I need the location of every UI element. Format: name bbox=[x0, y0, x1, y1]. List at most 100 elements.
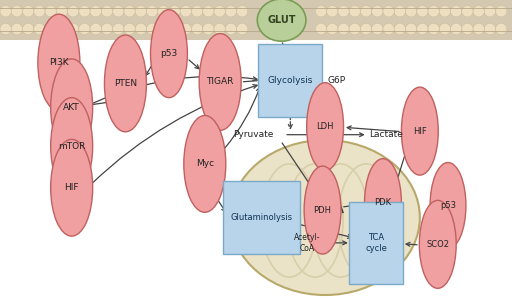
Ellipse shape bbox=[191, 6, 203, 17]
Ellipse shape bbox=[169, 23, 180, 35]
Ellipse shape bbox=[214, 6, 225, 17]
Ellipse shape bbox=[0, 6, 11, 17]
Ellipse shape bbox=[338, 6, 349, 17]
Ellipse shape bbox=[496, 23, 507, 35]
Ellipse shape bbox=[484, 23, 496, 35]
Text: SCO2: SCO2 bbox=[426, 240, 449, 249]
Ellipse shape bbox=[214, 23, 225, 35]
Ellipse shape bbox=[419, 200, 456, 288]
Ellipse shape bbox=[349, 23, 360, 35]
Ellipse shape bbox=[51, 59, 93, 156]
Ellipse shape bbox=[417, 6, 428, 17]
Text: PDH: PDH bbox=[313, 206, 332, 215]
Ellipse shape bbox=[237, 23, 248, 35]
Ellipse shape bbox=[225, 23, 237, 35]
Ellipse shape bbox=[45, 23, 56, 35]
Ellipse shape bbox=[135, 6, 146, 17]
Ellipse shape bbox=[180, 6, 191, 17]
Ellipse shape bbox=[304, 166, 341, 254]
Ellipse shape bbox=[473, 23, 484, 35]
Ellipse shape bbox=[225, 6, 237, 17]
FancyBboxPatch shape bbox=[0, 0, 512, 40]
Ellipse shape bbox=[365, 159, 401, 247]
Text: HIF: HIF bbox=[413, 127, 426, 136]
Ellipse shape bbox=[327, 23, 338, 35]
Text: G6P: G6P bbox=[328, 76, 346, 85]
Ellipse shape bbox=[151, 10, 187, 98]
Text: mTOR: mTOR bbox=[58, 142, 86, 150]
Text: LDH: LDH bbox=[316, 122, 334, 131]
Text: Glutaminolysis: Glutaminolysis bbox=[230, 213, 292, 222]
Ellipse shape bbox=[203, 23, 214, 35]
Ellipse shape bbox=[23, 6, 34, 17]
Ellipse shape bbox=[315, 23, 327, 35]
Ellipse shape bbox=[258, 0, 306, 41]
Text: AKT: AKT bbox=[63, 103, 80, 112]
Ellipse shape bbox=[191, 23, 203, 35]
Ellipse shape bbox=[104, 35, 146, 132]
Ellipse shape bbox=[51, 139, 93, 236]
Text: PDK: PDK bbox=[374, 198, 392, 207]
Ellipse shape bbox=[451, 6, 462, 17]
Ellipse shape bbox=[34, 6, 45, 17]
Ellipse shape bbox=[45, 6, 56, 17]
Ellipse shape bbox=[394, 23, 406, 35]
Ellipse shape bbox=[383, 23, 394, 35]
Ellipse shape bbox=[68, 6, 79, 17]
Ellipse shape bbox=[315, 6, 327, 17]
Ellipse shape bbox=[417, 23, 428, 35]
Ellipse shape bbox=[56, 6, 68, 17]
Ellipse shape bbox=[496, 6, 507, 17]
Ellipse shape bbox=[203, 6, 214, 17]
Ellipse shape bbox=[383, 6, 394, 17]
Ellipse shape bbox=[0, 23, 11, 35]
Ellipse shape bbox=[101, 23, 113, 35]
Ellipse shape bbox=[68, 23, 79, 35]
Ellipse shape bbox=[360, 23, 372, 35]
FancyBboxPatch shape bbox=[223, 181, 300, 254]
Ellipse shape bbox=[90, 6, 101, 17]
Ellipse shape bbox=[451, 23, 462, 35]
Ellipse shape bbox=[158, 23, 169, 35]
Text: TCA
cycle: TCA cycle bbox=[366, 233, 387, 253]
Text: Acetyl-
CoA: Acetyl- CoA bbox=[294, 233, 321, 253]
Ellipse shape bbox=[372, 23, 383, 35]
Ellipse shape bbox=[473, 6, 484, 17]
Ellipse shape bbox=[462, 6, 473, 17]
Ellipse shape bbox=[372, 6, 383, 17]
Ellipse shape bbox=[113, 23, 124, 35]
Ellipse shape bbox=[401, 87, 438, 175]
Text: PI3K: PI3K bbox=[49, 58, 69, 67]
Ellipse shape bbox=[79, 23, 90, 35]
Ellipse shape bbox=[38, 14, 80, 111]
Ellipse shape bbox=[124, 6, 135, 17]
Ellipse shape bbox=[428, 23, 439, 35]
Text: Pyruvate: Pyruvate bbox=[233, 130, 273, 139]
Ellipse shape bbox=[428, 6, 439, 17]
Ellipse shape bbox=[124, 23, 135, 35]
Ellipse shape bbox=[11, 23, 23, 35]
Ellipse shape bbox=[406, 6, 417, 17]
Ellipse shape bbox=[56, 23, 68, 35]
Text: GLUT: GLUT bbox=[267, 15, 296, 25]
Ellipse shape bbox=[338, 23, 349, 35]
Ellipse shape bbox=[113, 6, 124, 17]
Ellipse shape bbox=[394, 6, 406, 17]
Text: Lactate: Lactate bbox=[369, 130, 402, 139]
Ellipse shape bbox=[199, 34, 241, 130]
Ellipse shape bbox=[146, 6, 158, 17]
Text: HIF: HIF bbox=[65, 183, 79, 192]
Ellipse shape bbox=[169, 6, 180, 17]
Ellipse shape bbox=[184, 116, 226, 212]
Ellipse shape bbox=[439, 6, 451, 17]
Ellipse shape bbox=[34, 23, 45, 35]
Ellipse shape bbox=[23, 23, 34, 35]
Ellipse shape bbox=[11, 6, 23, 17]
Ellipse shape bbox=[430, 162, 466, 249]
Ellipse shape bbox=[327, 6, 338, 17]
Ellipse shape bbox=[180, 23, 191, 35]
FancyBboxPatch shape bbox=[258, 44, 323, 117]
FancyBboxPatch shape bbox=[349, 202, 403, 284]
Ellipse shape bbox=[237, 6, 248, 17]
Ellipse shape bbox=[484, 6, 496, 17]
